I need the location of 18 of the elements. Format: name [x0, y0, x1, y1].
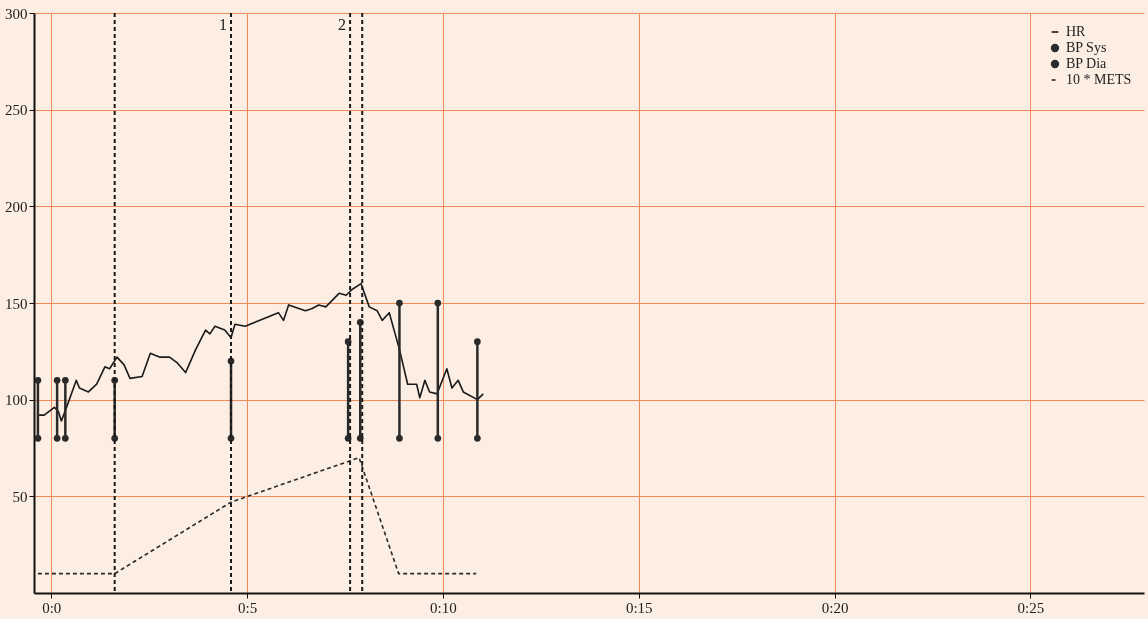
legend-label: BP Dia	[1066, 56, 1108, 71]
x-tick-label: 0:10	[430, 599, 457, 616]
x-tick-label: 0:15	[625, 599, 653, 616]
y-tick-label: 50	[12, 488, 28, 505]
x-tick-label: 0:25	[1017, 599, 1045, 616]
y-tick-label: 200	[5, 198, 28, 215]
legend-label: BP Sys	[1066, 40, 1107, 55]
y-tick-label: 300	[5, 5, 28, 22]
annotation: 2	[338, 16, 347, 33]
x-tick-label: 0:0	[42, 599, 62, 616]
annotation: 1	[219, 16, 228, 33]
y-tick-label: 100	[5, 392, 28, 409]
y-tick-label: 250	[5, 102, 28, 119]
y-tick-label: 150	[5, 295, 28, 312]
legend-label: HR	[1066, 24, 1087, 39]
x-tick-label: 0:20	[821, 599, 849, 616]
legend-label: 10 * METS	[1066, 72, 1132, 87]
x-tick-label: 0:5	[237, 599, 258, 616]
